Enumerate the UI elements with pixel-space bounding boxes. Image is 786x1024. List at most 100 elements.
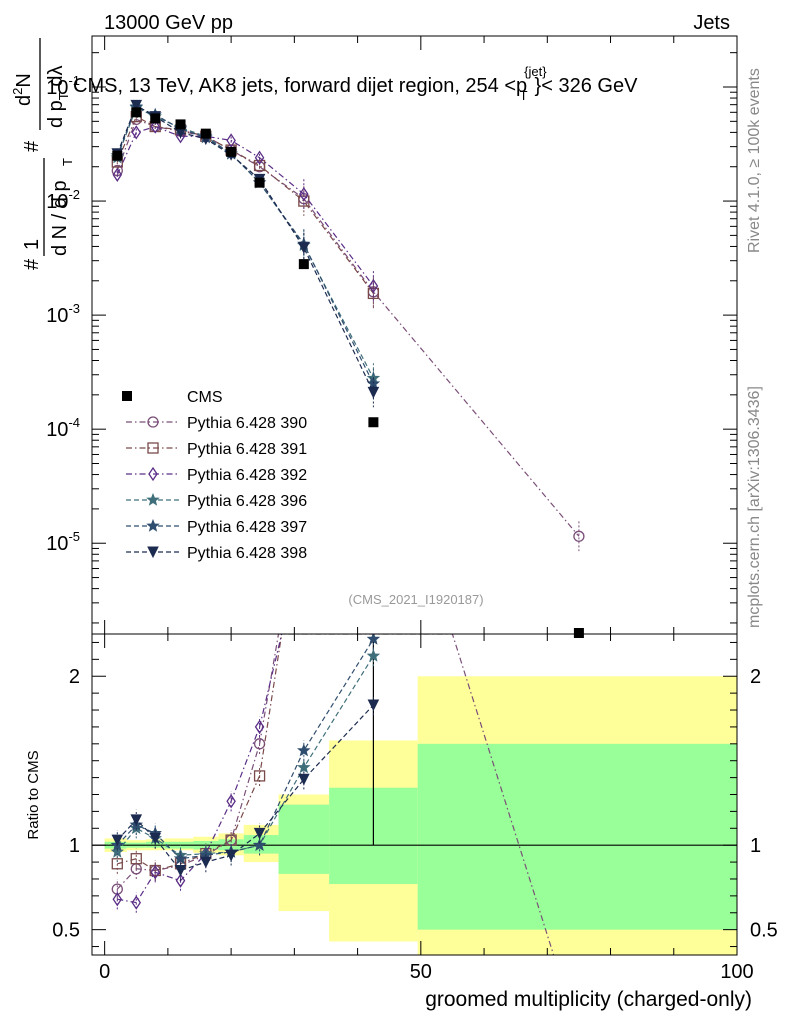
series-line [116,115,374,294]
ratio-ytick-label-right: 0.5 [750,920,778,942]
ratio-point [173,851,188,865]
series-line [116,106,374,385]
cms-point [254,177,265,188]
main-ytick-label: 10-1 [46,73,80,99]
ratio-point [254,719,265,735]
data-point [150,119,161,134]
ylabel-rhs-num: d2N [10,73,35,106]
ratio-point [200,856,212,869]
legend-marker [147,416,159,428]
cms-point [131,107,142,118]
legend-marker [122,391,132,401]
series-pythia-6-428-390 [111,113,585,552]
series-line [116,104,374,393]
ratio-ytick-label-right: 1 [750,835,761,857]
band-green [278,804,330,874]
data-point [131,125,142,140]
ratio-point [253,827,266,840]
legend-marker [147,442,159,454]
title-sub: T [520,88,528,103]
ratio-point [253,770,266,782]
ylabel-hash-right: # [21,140,43,152]
ratio-series-pythia-6-428-392 [112,634,283,913]
ratio-point [253,738,266,750]
ylabel-rhs-den: d pT dλ [45,66,71,128]
ylabel-den-sub: T [60,158,75,166]
ratio-line [117,634,283,872]
series-pythia-6-428-397 [110,99,381,399]
data-point [298,242,310,254]
ratio-point [131,895,142,910]
cms-point [298,259,309,270]
ratio-ticks [92,634,738,955]
ratio-series-pythia-6-428-398 [111,694,380,881]
mcplots-label: mcplots.cern.ch [arXiv:1306.3436] [746,386,763,628]
series-pythia-6-428-398 [111,99,380,408]
series-line [116,106,374,379]
data-point [226,133,236,148]
title-sup: {jet} [524,64,547,79]
series-line [116,125,374,287]
ratio-point [150,865,161,880]
ratio-ytick-label-left: 0.5 [52,920,80,942]
ratio-point [225,849,237,862]
ratio-point [252,838,267,851]
ylabel-den: d N / d p [49,180,71,256]
ratio-point [175,873,186,888]
ratio-ytick-labels: 0.5 0.5 1 1 2 2 [52,666,778,941]
legend: CMS Pythia 6.428 390 Pythia 6.428 391 Pythi… [122,389,307,562]
cms-point [200,128,211,139]
legend-label: Pythia 6.428 390 [187,415,307,432]
legend-label: Pythia 6.428 396 [187,493,307,510]
data-point [253,159,266,172]
header-left: 13000 GeV pp [104,12,233,34]
main-ytick-label: 10-4 [46,415,80,441]
main-ylabel: # 1 d N / d p T # d2N d pT dλ [10,38,75,270]
legend-label: Pythia 6.428 391 [187,441,307,458]
cms-point [226,146,237,157]
main-series [110,99,585,552]
legend-marker [146,518,160,532]
ratio-line [116,638,374,860]
series-pythia-6-428-391 [111,110,380,309]
ratio-series [110,634,555,955]
main-ytick-label: 10-2 [46,187,80,213]
legend-label: CMS [187,389,223,406]
data-point [368,278,379,294]
ratio-point [111,834,124,847]
data-point [175,129,186,144]
legend-marker [147,546,159,559]
data-point [299,186,309,202]
ratio-point [297,760,311,774]
xtick-label: 100 [720,961,753,983]
header-right: Jets [693,12,730,34]
ratio-point [112,892,123,907]
xtick-label: 0 [99,961,110,983]
legend-label: Pythia 6.428 398 [187,545,307,562]
cms-point [573,628,584,638]
legend-label: Pythia 6.428 397 [187,519,307,536]
title-main: CMS, 13 TeV, AK8 jets, forward dijet reg… [73,75,527,97]
legend-marker [148,466,158,482]
plot-title: CMS, 13 TeV, AK8 jets, forward dijet reg… [73,64,638,103]
ratio-point [226,794,236,809]
xlabel: groomed multiplicity (charged-only) [425,988,752,1011]
main-panel: 10-1 10-2 10-3 10-4 10-5 CMS, 13 TeV, AK8 je… [46,35,738,638]
ratio-ylabel: Ratio to CMS [25,750,42,839]
ratio-ytick-label-right: 2 [750,666,761,688]
cms-point [368,417,379,428]
title-tail: }< 326 GeV [535,75,639,97]
ratio-xtick-labels: 0 50 100 [99,961,754,983]
data-point [130,99,143,112]
rivet-label: Rivet 4.1.0, ≥ 100k events [746,68,763,253]
data-point [112,167,123,182]
xtick-label: 50 [410,961,432,983]
band-green [417,743,737,930]
data-point [573,530,585,542]
ratio-point [130,853,142,865]
cms-point [112,150,123,161]
data-point [367,386,380,399]
ylabel-num: 1 [21,239,43,250]
main-ticks [92,36,738,634]
